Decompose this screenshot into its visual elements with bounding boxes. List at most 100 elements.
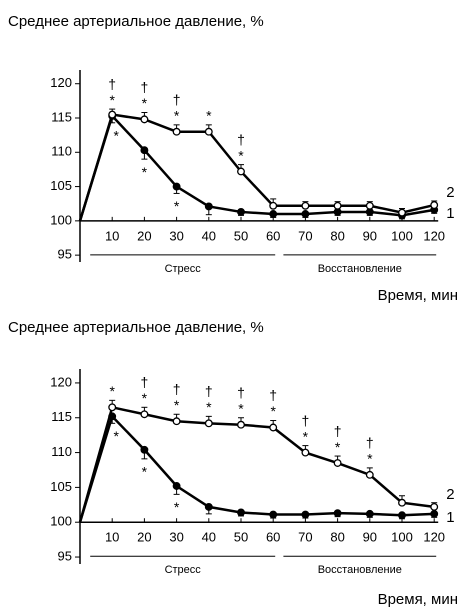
significance-star: * xyxy=(142,164,148,180)
series-line xyxy=(78,413,435,523)
series-label: 2 xyxy=(446,184,454,201)
significance-dagger: † xyxy=(237,384,245,400)
point xyxy=(301,201,310,210)
x-tick-label: 30 xyxy=(169,530,183,545)
significance-star: * xyxy=(174,198,180,214)
significance-star: * xyxy=(113,428,119,444)
significance-dagger: † xyxy=(173,92,181,108)
x-tick-label: 70 xyxy=(298,530,312,545)
significance-dagger: † xyxy=(237,131,245,147)
significance-star: * xyxy=(109,92,115,108)
chart-title: Среднее артериальное давление, % xyxy=(8,319,264,336)
point xyxy=(140,445,149,454)
significance-star: * xyxy=(174,397,180,413)
significance-dagger: † xyxy=(269,387,277,403)
y-tick-label: 95 xyxy=(58,247,72,262)
x-axis-label: Время, мин xyxy=(378,591,458,608)
x-tick-label: 20 xyxy=(137,530,151,545)
y-tick-label: 100 xyxy=(50,212,72,227)
group-label: Стресс xyxy=(165,263,202,275)
point xyxy=(269,510,278,519)
y-tick-label: 115 xyxy=(51,109,72,124)
point xyxy=(333,201,342,210)
significance-star: * xyxy=(206,399,212,415)
point xyxy=(398,498,406,507)
y-tick-label: 100 xyxy=(50,514,72,529)
x-tick-label: 100 xyxy=(391,228,413,243)
y-tick-label: 110 xyxy=(51,444,72,459)
series-label: 1 xyxy=(446,205,454,222)
point xyxy=(301,510,310,519)
significance-star: * xyxy=(113,128,119,144)
point xyxy=(140,115,149,124)
x-tick-label: 90 xyxy=(363,530,377,545)
x-tick-label: 30 xyxy=(169,228,183,243)
point xyxy=(204,419,213,428)
point xyxy=(269,423,278,432)
point xyxy=(269,201,278,210)
significance-star: * xyxy=(174,108,180,124)
x-tick-label: 120 xyxy=(423,228,445,243)
y-tick-label: 110 xyxy=(51,144,72,159)
series-line xyxy=(78,113,435,222)
x-tick-label: 10 xyxy=(105,530,119,545)
x-tick-label: 80 xyxy=(330,228,344,243)
point xyxy=(365,509,374,518)
group-label: Восстановление xyxy=(318,263,402,275)
point xyxy=(204,127,213,136)
point xyxy=(237,207,245,216)
point xyxy=(172,482,181,490)
significance-dagger: † xyxy=(302,412,310,428)
point xyxy=(204,502,213,511)
x-tick-label: 50 xyxy=(234,530,248,545)
significance-dagger: † xyxy=(141,79,149,95)
y-tick-label: 120 xyxy=(50,75,72,90)
significance-dagger: † xyxy=(173,381,181,397)
y-tick-label: 105 xyxy=(50,178,72,193)
point xyxy=(269,210,278,218)
point xyxy=(301,448,310,457)
point xyxy=(237,508,245,517)
x-tick-label: 100 xyxy=(391,530,413,545)
y-tick-label: 120 xyxy=(50,374,72,389)
significance-star: * xyxy=(335,439,341,455)
x-tick-label: 60 xyxy=(266,228,280,243)
point xyxy=(365,470,374,479)
point xyxy=(108,110,117,119)
point xyxy=(333,509,342,518)
x-tick-label: 80 xyxy=(330,530,344,545)
significance-star: * xyxy=(367,451,373,467)
significance-star: * xyxy=(303,428,309,444)
x-tick-label: 20 xyxy=(137,228,151,243)
point xyxy=(237,167,245,176)
point xyxy=(430,509,439,518)
point xyxy=(430,201,439,210)
significance-star: * xyxy=(174,499,180,515)
significance-dagger: † xyxy=(108,76,116,92)
point xyxy=(398,511,406,520)
significance-star: * xyxy=(109,383,115,399)
chart-title: Среднее артериальное давление, % xyxy=(8,13,264,30)
point xyxy=(140,410,149,419)
y-tick-label: 95 xyxy=(58,548,72,563)
x-tick-label: 50 xyxy=(234,228,248,243)
y-tick-label: 105 xyxy=(50,479,72,494)
point xyxy=(140,146,149,155)
x-tick-label: 40 xyxy=(202,228,216,243)
x-tick-label: 60 xyxy=(266,530,280,545)
x-tick-label: 120 xyxy=(423,530,445,545)
significance-star: * xyxy=(206,108,212,124)
point xyxy=(108,412,117,421)
point xyxy=(301,210,310,218)
x-tick-label: 90 xyxy=(363,228,377,243)
point xyxy=(430,502,439,511)
y-tick-label: 115 xyxy=(51,409,72,424)
group-label: Стресс xyxy=(165,564,202,576)
series-label: 2 xyxy=(446,486,454,503)
significance-dagger: † xyxy=(141,374,149,390)
point xyxy=(398,208,406,217)
point xyxy=(172,182,181,191)
point xyxy=(172,127,181,136)
significance-star: * xyxy=(142,464,148,480)
